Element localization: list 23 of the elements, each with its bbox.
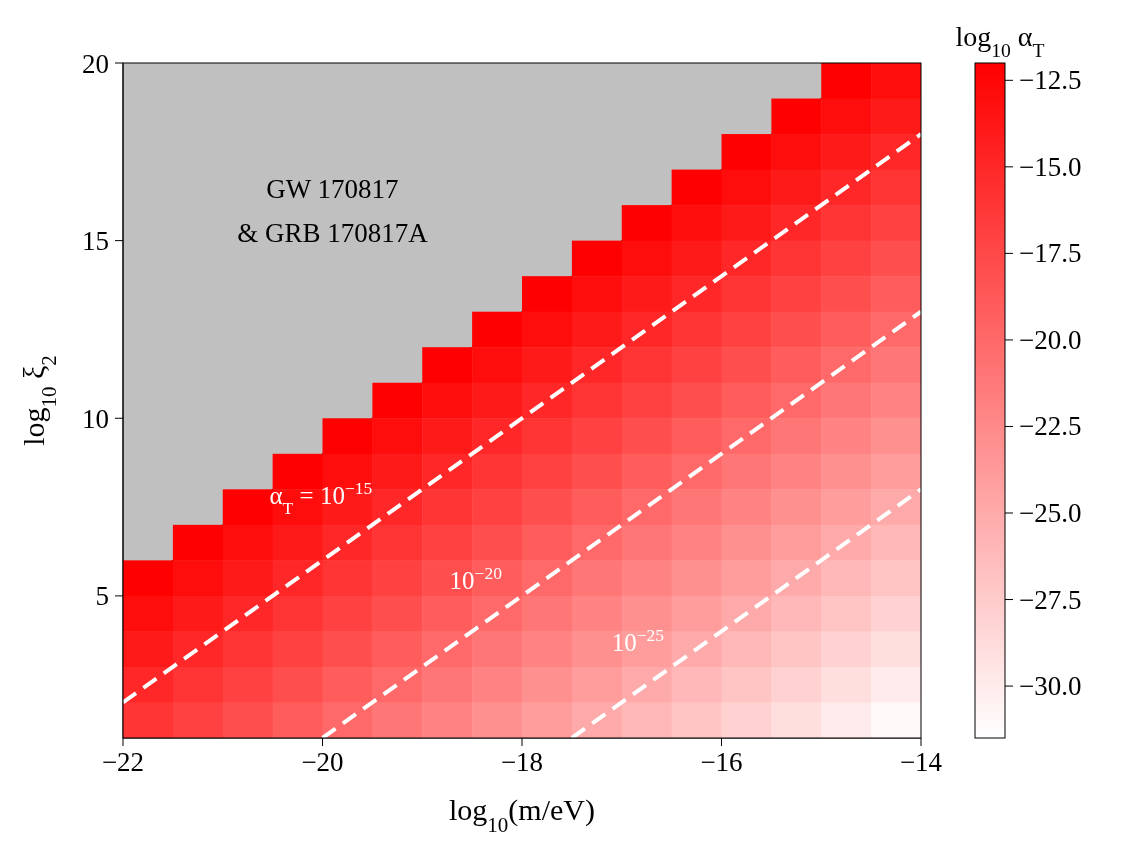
series-label: 10$^{−20}$ (449, 562, 503, 594)
y-tick-label: 10 (82, 403, 109, 434)
color-bar-label: −22.5 (1019, 411, 1082, 442)
color-bar-label: −25.0 (1019, 498, 1082, 528)
series-label: 10$^{−25}$ (611, 624, 665, 656)
x-tick-label: −20 (301, 747, 344, 778)
color-bar-label: −12.5 (1019, 65, 1082, 96)
color-bar-label: −30.0 (1019, 671, 1082, 702)
color-bar-label: −27.5 (1019, 584, 1082, 615)
x-tick-label: −14 (899, 747, 943, 778)
x-tick-label: −18 (500, 747, 544, 778)
color-bar-label: −20.0 (1019, 324, 1082, 355)
y-tick-label: 15 (82, 226, 109, 257)
x-axis-title: log$_{10}$(m/eV) (449, 793, 595, 837)
color-bar-label: −17.5 (1019, 238, 1082, 269)
x-tick-label: −22 (101, 747, 145, 778)
y-tick-label: 20 (82, 48, 109, 79)
color-bar-title: log$_{10}$ α$_{T}$ (955, 21, 1045, 61)
x-tick-label: −16 (700, 747, 743, 778)
annotation: GW 170817 & GRB 170817A (237, 174, 429, 248)
y-tick-label: 5 (95, 581, 109, 612)
color-bar-label: −15.0 (1019, 151, 1082, 182)
series-label: α$_{T}$ = 10$^{−15}$ (269, 477, 373, 518)
